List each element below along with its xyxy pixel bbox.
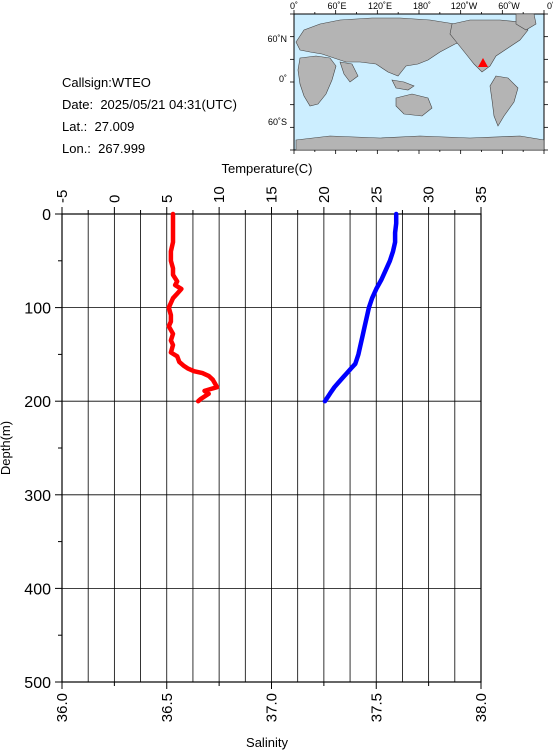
depth-tick-label: 500 xyxy=(24,675,51,692)
depth-tick-label: 100 xyxy=(24,301,51,318)
temperature-tick-label: 5 xyxy=(159,195,176,203)
lat-label: Lat.: xyxy=(62,119,88,134)
map-left-labels: 60˚N 0˚ 60˚S xyxy=(267,34,287,127)
temperature-tick-label: 35 xyxy=(473,186,490,203)
land-africa xyxy=(297,55,337,107)
map-top-labels: 0˚ 60˚E 120˚E 180˚ 120˚W 60˚W 0˚ xyxy=(290,1,553,11)
land-south-america xyxy=(489,75,519,127)
map-top-label: 180˚ xyxy=(413,1,431,11)
temperature-tick-label: 15 xyxy=(264,186,281,203)
temperature-tick-label: 20 xyxy=(316,186,333,203)
station-marker xyxy=(478,58,488,67)
lon-label: Lon.: xyxy=(62,141,91,156)
land-maritime-asia xyxy=(391,79,415,91)
temperature-tick-label: 0 xyxy=(106,195,123,203)
series-layer xyxy=(166,211,399,404)
date-value: 2025/05/21 04:31(UTC) xyxy=(100,97,237,112)
temperature-tick-labels: -5 0 5 10 15 20 25 30 35 xyxy=(54,186,490,203)
station-info: Callsign:WTEO Date: 2025/05/21 04:31(UTC… xyxy=(62,72,237,160)
chart-grid xyxy=(61,213,482,683)
salinity-tick-labels: 36.0 36.5 37.0 37.5 38.0 xyxy=(54,693,490,722)
salinity-tick-label: 36.0 xyxy=(54,693,71,722)
land-australia xyxy=(395,93,433,117)
temperature-profile-line xyxy=(322,211,399,404)
axis-ticks xyxy=(55,207,482,689)
map-top-label: 60˚W xyxy=(498,1,520,11)
land-eurasia xyxy=(295,17,471,77)
map-top-label: 120˚E xyxy=(368,1,392,11)
date-row: Date: 2025/05/21 04:31(UTC) xyxy=(62,94,237,116)
temperature-tick-label: 25 xyxy=(368,186,385,203)
world-map: 0˚ 60˚E 120˚E 180˚ 120˚W 60˚W 0˚ 60˚N 0˚ 60˚S xyxy=(267,1,553,154)
lon-value: 267.999 xyxy=(98,141,146,156)
map-top-label: 0˚ xyxy=(290,1,298,11)
salinity-tick-label: 38.0 xyxy=(473,693,490,722)
lat-row: Lat.: 27.009 xyxy=(62,116,237,138)
map-left-label: 0˚ xyxy=(279,74,287,84)
depth-tick-label: 200 xyxy=(24,394,51,411)
lat-value: 27.009 xyxy=(94,119,135,134)
land-north-america xyxy=(449,19,529,73)
depth-tick-labels: 0 100 200 300 400 500 xyxy=(24,207,51,692)
salinity-axis-label: Salinity xyxy=(246,735,288,750)
map-left-label: 60˚N xyxy=(267,34,287,44)
salinity-tick-label: 36.5 xyxy=(159,693,176,722)
depth-axis-label: Depth(m) xyxy=(0,421,13,475)
map-left-label: 60˚S xyxy=(268,117,287,127)
lon-row: Lon.: 267.999 xyxy=(62,138,237,160)
temperature-tick-label: 10 xyxy=(211,186,228,203)
land-antarctica xyxy=(295,135,545,151)
map-ticks xyxy=(290,10,548,154)
depth-tick-label: 400 xyxy=(24,581,51,598)
map-top-label: 0˚ xyxy=(547,1,553,11)
salinity-profile-line xyxy=(166,211,220,404)
depth-tick-label: 0 xyxy=(42,207,51,224)
date-label: Date: xyxy=(62,97,94,112)
depth-tick-label: 300 xyxy=(24,488,51,505)
map-land xyxy=(295,13,545,151)
salinity-tick-label: 37.0 xyxy=(264,693,281,722)
temperature-axis-label: Temperature(C) xyxy=(221,161,312,176)
callsign-text: Callsign:WTEO xyxy=(62,75,151,90)
land-arabia xyxy=(339,61,359,83)
temperature-tick-label: -5 xyxy=(54,190,71,203)
land-greenland xyxy=(515,13,537,31)
salinity-tick-label: 37.5 xyxy=(368,693,385,722)
map-top-label: 120˚W xyxy=(451,1,478,11)
map-top-label: 60˚E xyxy=(327,1,346,11)
temperature-tick-label: 30 xyxy=(421,186,438,203)
